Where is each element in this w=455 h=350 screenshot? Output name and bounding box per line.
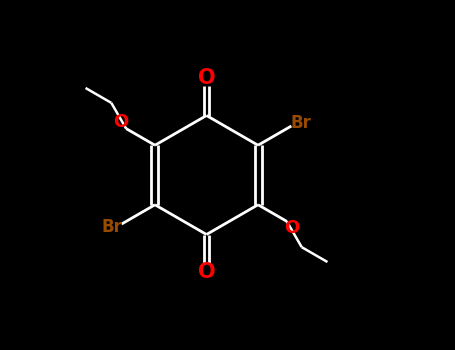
Text: O: O — [113, 113, 129, 131]
Text: O: O — [197, 262, 215, 282]
Text: O: O — [197, 68, 215, 88]
Text: Br: Br — [101, 218, 122, 236]
Text: Br: Br — [291, 114, 312, 132]
Text: O: O — [284, 219, 300, 237]
